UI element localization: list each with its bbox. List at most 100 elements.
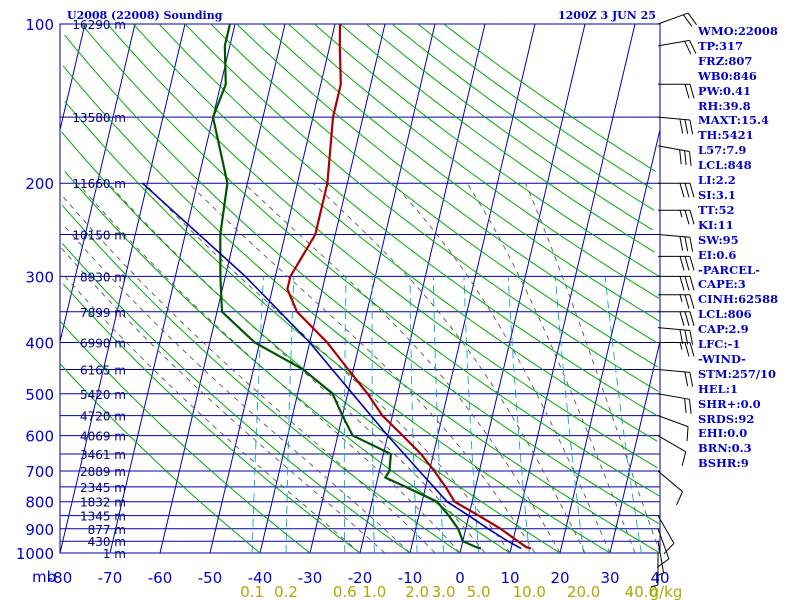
mixing-ratio-tick-label: 0.6: [333, 583, 357, 600]
dry-adiabat: [391, 23, 655, 211]
wind-barb: [657, 234, 694, 252]
mixing-ratio-tick-label: 5.0: [467, 583, 491, 600]
isotherm-line: [609, 341, 661, 554]
pressure-axis-label: mb: [32, 568, 56, 586]
pressure-tick-label: 500: [25, 386, 54, 404]
isotherm-line: [59, 23, 136, 342]
temperature-tick-label: -20: [348, 569, 373, 587]
moist-adiabat: [61, 272, 361, 554]
height-label: 3461 m: [80, 448, 126, 462]
temperature-tick-label: -50: [198, 569, 223, 587]
height-label: 1 m: [103, 547, 126, 561]
temperature-tick-label: -80: [48, 569, 73, 587]
pressure-tick-label: 800: [25, 494, 54, 512]
temperature-tick-label: -70: [98, 569, 123, 587]
wind-barb: [657, 369, 694, 387]
moist-adiabat: [60, 247, 386, 554]
height-label: 7899 m: [80, 306, 126, 320]
isotherm-line: [159, 23, 286, 554]
mixing-ratio-line: [463, 276, 480, 554]
mixing-ratio-unit-label: g/kg: [650, 583, 683, 600]
wind-barb: [658, 275, 695, 291]
height-label: 11660 m: [72, 177, 126, 191]
wind-barb: [657, 145, 692, 166]
mixing-ratio-line: [604, 276, 642, 554]
dry-adiabat: [59, 321, 311, 554]
mixing-ratio-tick-label: 1.0: [362, 583, 386, 600]
index-item: CAPE:3: [698, 277, 746, 292]
dry-adiabat: [262, 23, 661, 322]
pressure-tick-label: 900: [25, 521, 54, 539]
mixing-ratio-tick-label: 0.1: [240, 583, 264, 600]
height-label: 6165 m: [80, 364, 126, 378]
height-label: 6990 m: [80, 336, 126, 350]
index-item: SRDS:92: [698, 411, 755, 426]
temperature-profile: [286, 23, 532, 550]
wind-barb: [658, 341, 695, 357]
isotherm-line: [559, 129, 661, 554]
temperature-tick-label: 0: [455, 569, 465, 587]
isotherm-line: [59, 23, 186, 554]
temperature-tick-label: 30: [600, 569, 619, 587]
wind-barb: [658, 255, 695, 271]
mixing-ratio-line: [409, 276, 418, 554]
wind-barb: [658, 182, 695, 198]
height-label: 430 m: [88, 535, 126, 549]
temperature-tick-label: 40: [650, 569, 669, 587]
mixing-ratio-line: [251, 276, 264, 554]
wind-barbs: [650, 12, 698, 588]
index-item: SW:95: [698, 232, 739, 247]
height-label: 1832 m: [80, 496, 126, 510]
index-item: BSHR:9: [698, 456, 749, 471]
moist-adiabat: [243, 182, 561, 554]
index-item: -WIND-: [698, 351, 746, 366]
mixing-ratio-line: [507, 276, 530, 554]
dry-adiabat: [106, 23, 658, 469]
index-item: SHR+:0.0: [698, 396, 761, 411]
height-label: 2345 m: [80, 481, 126, 495]
sounding-title: U2008 (22008) Sounding: [67, 9, 223, 22]
dry-adiabat: [443, 23, 656, 172]
pressure-tick-label: 600: [25, 428, 54, 446]
wind-barb: [657, 435, 687, 466]
pressure-tick-label: 300: [25, 268, 54, 286]
dry-adiabat: [417, 23, 653, 190]
mixing-ratio-line: [285, 276, 295, 553]
dry-adiabat: [158, 23, 658, 417]
mixing-ratio-line: [343, 276, 347, 554]
moist-adiabat: [392, 182, 611, 554]
mixing-ratio-lines: [251, 276, 642, 554]
wind-barb: [657, 116, 694, 135]
wind-barb: [657, 415, 689, 442]
pressure-tick-label: 400: [25, 334, 54, 352]
wind-barb: [657, 12, 698, 27]
dry-adiabat: [61, 131, 561, 554]
height-label: 4069 m: [80, 430, 126, 444]
moist-adiabat: [466, 182, 636, 554]
mixing-ratio-line: [432, 276, 445, 554]
wind-barb: [657, 393, 692, 414]
height-label: 5420 m: [80, 388, 126, 402]
mixing-ratio-tick-label: 40.0: [625, 583, 658, 600]
index-item: RH:39.8: [698, 98, 751, 113]
mixing-ratio-tick-label: 0.2: [274, 583, 298, 600]
dry-adiabat: [184, 23, 659, 392]
sounding-profiles: [141, 23, 532, 550]
dry-adiabat: [60, 364, 261, 554]
index-item: CINH:62588: [698, 292, 779, 307]
wind-barb: [657, 327, 694, 345]
isotherm-line: [509, 23, 636, 554]
temperature-tick-label: 20: [550, 569, 569, 587]
mixing-ratio-tick-label: 3.0: [432, 583, 456, 600]
pressure-tick-label: 1000: [16, 545, 54, 563]
dry-adiabat: [62, 65, 661, 554]
height-label: 16290 m: [72, 18, 126, 32]
pressure-tick-label: 100: [25, 16, 54, 34]
index-item: -PARCEL-: [698, 262, 760, 277]
isotherm-line: [109, 23, 236, 554]
dewpoint-profile: [211, 23, 482, 550]
dry-adiabat: [339, 23, 655, 253]
mixing-ratio-tick-label: 2.0: [405, 583, 429, 600]
dry-adiabat: [64, 34, 660, 525]
temperature-tick-label: 10: [500, 569, 519, 587]
